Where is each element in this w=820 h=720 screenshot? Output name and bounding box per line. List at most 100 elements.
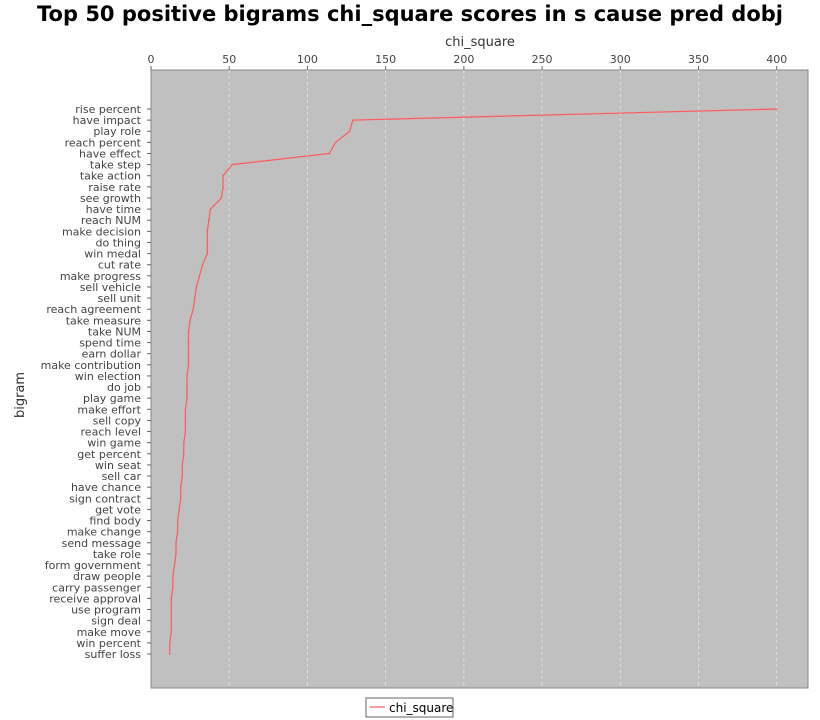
data-point-34 xyxy=(179,486,182,488)
y-category-label-21: spend time xyxy=(79,337,141,350)
series-line-chi_square xyxy=(169,108,777,654)
y-category-label-7: raise rate xyxy=(88,181,141,194)
y-category-label-45: use program xyxy=(71,604,141,617)
y-category-label-18: reach agreement xyxy=(46,303,141,316)
x-tick-label-1: 50 xyxy=(222,53,236,66)
x-tick-label-4: 200 xyxy=(453,53,474,66)
y-category-label-15: make progress xyxy=(60,270,141,283)
data-point-42 xyxy=(172,575,174,577)
y-category-label-5: take step xyxy=(90,159,141,172)
data-point-15 xyxy=(198,275,201,277)
y-category-label-19: take measure xyxy=(66,314,142,327)
y-category-label-2: play role xyxy=(93,125,141,138)
y-category-label-38: make change xyxy=(67,526,141,539)
data-point-11 xyxy=(206,230,209,233)
data-point-10 xyxy=(208,219,210,222)
data-point-33 xyxy=(181,475,184,477)
y-category-label-24: win election xyxy=(75,370,141,383)
y-category-label-20: take NUM xyxy=(88,325,141,338)
data-point-40 xyxy=(175,553,177,555)
y-category-label-26: play game xyxy=(83,392,141,405)
y-category-label-33: sell car xyxy=(102,470,142,483)
data-point-0 xyxy=(775,108,778,110)
y-category-label-44: receive approval xyxy=(49,592,141,605)
data-point-28 xyxy=(184,419,187,422)
data-point-30 xyxy=(183,441,185,444)
data-point-49 xyxy=(168,653,171,655)
y-category-label-39: send message xyxy=(62,537,142,550)
y-category-label-36: get vote xyxy=(95,503,141,516)
data-point-24 xyxy=(186,375,188,377)
data-point-3 xyxy=(334,141,337,144)
data-point-46 xyxy=(170,619,173,622)
data-point-44 xyxy=(170,597,173,600)
data-point-26 xyxy=(186,397,188,399)
data-point-29 xyxy=(184,430,187,433)
data-point-39 xyxy=(175,541,177,544)
data-point-43 xyxy=(172,586,174,589)
y-category-label-10: reach NUM xyxy=(81,214,141,227)
data-point-13 xyxy=(206,252,209,255)
data-point-17 xyxy=(194,297,196,299)
gridlines xyxy=(228,70,778,688)
data-point-7 xyxy=(222,186,224,188)
y-category-label-47: make move xyxy=(77,626,142,639)
data-point-12 xyxy=(206,241,209,244)
data-point-38 xyxy=(176,530,179,533)
data-point-25 xyxy=(186,386,188,388)
y-category-label-16: sell vehicle xyxy=(80,281,142,294)
x-axis-title: chi_square xyxy=(445,35,515,50)
y-category-label-32: win seat xyxy=(95,459,142,472)
x-tick-label-8: 400 xyxy=(766,53,787,66)
data-point-48 xyxy=(168,642,171,644)
legend: chi_square xyxy=(365,697,454,718)
data-point-4 xyxy=(328,152,331,155)
y-category-label-46: sign deal xyxy=(91,615,141,628)
y-category-label-9: have time xyxy=(86,203,142,216)
y-category-label-8: see growth xyxy=(80,192,141,205)
y-category-label-12: do thing xyxy=(95,236,141,249)
y-category-label-28: sell copy xyxy=(93,414,142,427)
y-category-label-0: rise percent xyxy=(75,103,141,116)
y-category-label-6: take action xyxy=(80,170,141,183)
data-point-9 xyxy=(209,208,212,210)
data-point-20 xyxy=(187,330,190,333)
data-point-36 xyxy=(178,508,180,511)
data-point-35 xyxy=(179,497,182,500)
y-category-label-48: win percent xyxy=(76,637,141,650)
y-category-label-42: draw people xyxy=(73,570,141,583)
y-category-label-23: make contribution xyxy=(41,359,141,372)
data-point-1 xyxy=(351,119,354,121)
y-category-label-1: have impact xyxy=(73,114,142,127)
y-category-label-25: do job xyxy=(107,381,141,394)
chart-title: Top 50 positive bigrams chi_square score… xyxy=(37,2,783,26)
y-category-label-49: suffer loss xyxy=(85,648,142,661)
legend-box xyxy=(365,697,454,718)
y-category-label-3: reach percent xyxy=(65,136,142,149)
y-category-label-17: sell unit xyxy=(98,292,142,305)
y-category-label-11: make decision xyxy=(62,225,141,238)
data-point-2 xyxy=(348,130,351,133)
x-tick-label-5: 250 xyxy=(532,53,553,66)
y-category-label-22: earn dollar xyxy=(82,348,142,361)
x-axis-ticks: 0 50 100 150 200 250 300 350 400 xyxy=(148,53,787,70)
data-point-16 xyxy=(195,286,198,288)
y-category-label-14: cut rate xyxy=(98,259,141,272)
data-point-47 xyxy=(170,630,173,633)
y-category-label-34: have chance xyxy=(71,481,141,494)
y-category-label-35: sign contract xyxy=(69,492,142,505)
data-point-6 xyxy=(222,174,224,177)
data-point-27 xyxy=(184,408,187,411)
data-point-41 xyxy=(173,564,176,566)
y-category-label-40: take role xyxy=(93,548,141,561)
data-point-19 xyxy=(189,319,191,322)
data-point-31 xyxy=(183,452,185,455)
y-category-label-30: win game xyxy=(87,437,141,450)
data-point-45 xyxy=(170,608,173,611)
data-point-5 xyxy=(231,163,234,166)
series-group xyxy=(168,108,778,655)
data-point-23 xyxy=(187,364,190,366)
x-tick-label-3: 150 xyxy=(375,53,396,66)
